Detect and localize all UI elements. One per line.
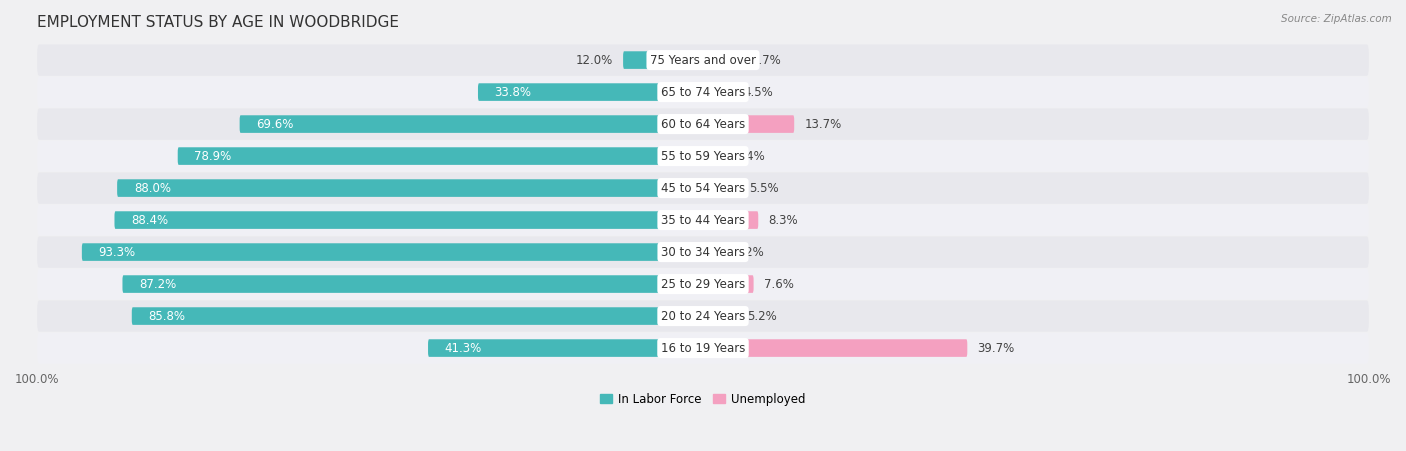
Text: 75 Years and over: 75 Years and over — [650, 54, 756, 67]
FancyBboxPatch shape — [239, 115, 703, 133]
Text: 88.4%: 88.4% — [131, 214, 169, 226]
Text: EMPLOYMENT STATUS BY AGE IN WOODBRIDGE: EMPLOYMENT STATUS BY AGE IN WOODBRIDGE — [37, 15, 399, 30]
FancyBboxPatch shape — [82, 243, 703, 261]
Text: 39.7%: 39.7% — [977, 341, 1015, 354]
Text: 7.6%: 7.6% — [763, 277, 793, 290]
FancyBboxPatch shape — [37, 172, 1369, 204]
Text: Source: ZipAtlas.com: Source: ZipAtlas.com — [1281, 14, 1392, 23]
Text: 55 to 59 Years: 55 to 59 Years — [661, 150, 745, 162]
FancyBboxPatch shape — [37, 236, 1369, 268]
FancyBboxPatch shape — [37, 108, 1369, 140]
FancyBboxPatch shape — [623, 51, 703, 69]
FancyBboxPatch shape — [37, 140, 1369, 172]
Text: 16 to 19 Years: 16 to 19 Years — [661, 341, 745, 354]
Text: 69.6%: 69.6% — [256, 118, 294, 131]
Text: 35 to 44 Years: 35 to 44 Years — [661, 214, 745, 226]
FancyBboxPatch shape — [117, 179, 703, 197]
FancyBboxPatch shape — [114, 211, 703, 229]
Text: 60 to 64 Years: 60 to 64 Years — [661, 118, 745, 131]
FancyBboxPatch shape — [703, 51, 741, 69]
FancyBboxPatch shape — [122, 275, 703, 293]
FancyBboxPatch shape — [703, 339, 967, 357]
Text: 4.5%: 4.5% — [742, 86, 773, 99]
Text: 78.9%: 78.9% — [194, 150, 232, 162]
Text: 41.3%: 41.3% — [444, 341, 482, 354]
FancyBboxPatch shape — [703, 115, 794, 133]
FancyBboxPatch shape — [703, 211, 758, 229]
FancyBboxPatch shape — [703, 83, 733, 101]
FancyBboxPatch shape — [703, 147, 725, 165]
FancyBboxPatch shape — [37, 44, 1369, 76]
FancyBboxPatch shape — [37, 332, 1369, 364]
FancyBboxPatch shape — [427, 339, 703, 357]
Text: 12.0%: 12.0% — [576, 54, 613, 67]
FancyBboxPatch shape — [703, 307, 738, 325]
Text: 30 to 34 Years: 30 to 34 Years — [661, 246, 745, 258]
FancyBboxPatch shape — [37, 204, 1369, 236]
Text: 20 to 24 Years: 20 to 24 Years — [661, 309, 745, 322]
Text: 87.2%: 87.2% — [139, 277, 176, 290]
Text: 65 to 74 Years: 65 to 74 Years — [661, 86, 745, 99]
Text: 5.2%: 5.2% — [748, 309, 778, 322]
FancyBboxPatch shape — [703, 179, 740, 197]
Text: 85.8%: 85.8% — [149, 309, 186, 322]
FancyBboxPatch shape — [177, 147, 703, 165]
Text: 88.0%: 88.0% — [134, 182, 170, 194]
FancyBboxPatch shape — [37, 76, 1369, 108]
Text: 3.2%: 3.2% — [734, 246, 763, 258]
FancyBboxPatch shape — [478, 83, 703, 101]
Text: 13.7%: 13.7% — [804, 118, 841, 131]
FancyBboxPatch shape — [703, 243, 724, 261]
FancyBboxPatch shape — [132, 307, 703, 325]
Text: 5.7%: 5.7% — [751, 54, 780, 67]
FancyBboxPatch shape — [703, 275, 754, 293]
FancyBboxPatch shape — [37, 268, 1369, 300]
Text: 5.5%: 5.5% — [749, 182, 779, 194]
Text: 3.4%: 3.4% — [735, 150, 765, 162]
Text: 33.8%: 33.8% — [495, 86, 531, 99]
Text: 93.3%: 93.3% — [98, 246, 135, 258]
Text: 45 to 54 Years: 45 to 54 Years — [661, 182, 745, 194]
Text: 25 to 29 Years: 25 to 29 Years — [661, 277, 745, 290]
FancyBboxPatch shape — [37, 300, 1369, 332]
Text: 8.3%: 8.3% — [768, 214, 797, 226]
Legend: In Labor Force, Unemployed: In Labor Force, Unemployed — [596, 388, 810, 410]
